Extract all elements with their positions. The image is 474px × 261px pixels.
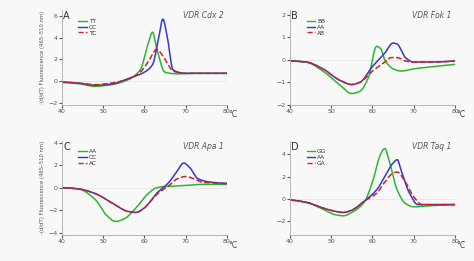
Text: VDR Fok 1: VDR Fok 1 bbox=[412, 11, 452, 20]
Text: B: B bbox=[292, 11, 298, 21]
Legend: TT, CC, TC: TT, CC, TC bbox=[76, 16, 100, 38]
Y-axis label: -(d/dT) Fluorescence (465–510 nm): -(d/dT) Fluorescence (465–510 nm) bbox=[40, 141, 46, 234]
Legend: GG, AA, GA: GG, AA, GA bbox=[304, 146, 328, 168]
Text: C: C bbox=[63, 141, 70, 152]
Legend: BB, AA, AB: BB, AA, AB bbox=[304, 16, 328, 38]
Text: VDR Cdx 2: VDR Cdx 2 bbox=[183, 11, 224, 20]
Legend: AA, CC, AC: AA, CC, AC bbox=[76, 146, 100, 168]
Y-axis label: -(d/dT) Fluorescence (465–510 nm): -(d/dT) Fluorescence (465–510 nm) bbox=[40, 11, 46, 104]
Text: D: D bbox=[292, 141, 299, 152]
Text: VDR Apa 1: VDR Apa 1 bbox=[183, 141, 224, 151]
Text: °C: °C bbox=[456, 241, 466, 250]
Text: °C: °C bbox=[228, 110, 237, 120]
Text: A: A bbox=[63, 11, 70, 21]
Text: °C: °C bbox=[228, 241, 237, 250]
Text: °C: °C bbox=[456, 110, 466, 120]
Text: VDR Taq 1: VDR Taq 1 bbox=[412, 141, 452, 151]
